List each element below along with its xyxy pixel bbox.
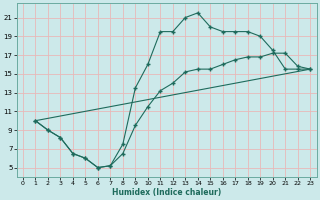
X-axis label: Humidex (Indice chaleur): Humidex (Indice chaleur) (112, 188, 221, 197)
